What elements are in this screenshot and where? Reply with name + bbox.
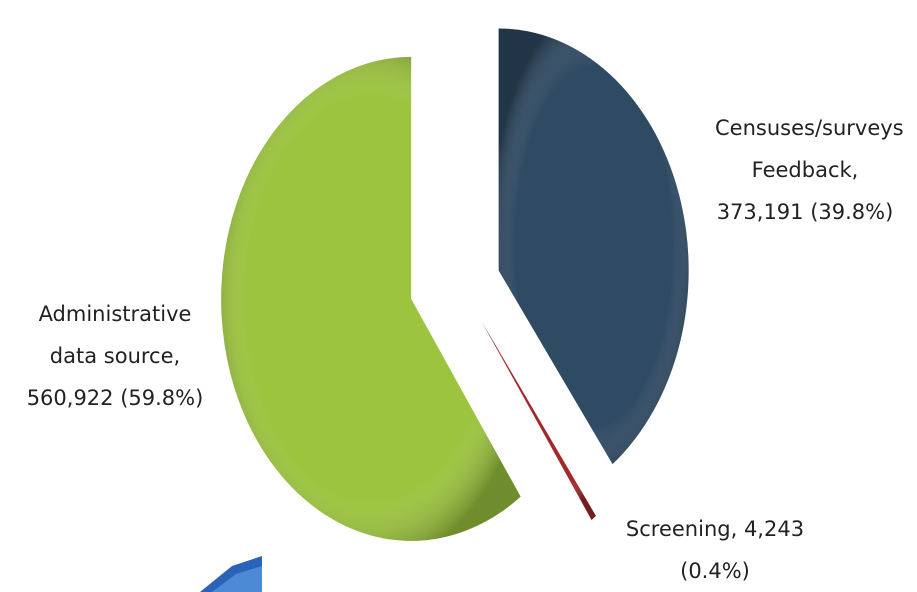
data-label: Censuses/surveys Feedback, 373,191 (39.8… bbox=[715, 116, 904, 224]
data-label: Screening, 4,243 (0.4%) bbox=[625, 517, 805, 583]
decoration bbox=[212, 566, 262, 592]
data-label: Administrative data source, 560,922 (59.… bbox=[26, 302, 204, 410]
pie-slice bbox=[221, 56, 521, 541]
pie-slice bbox=[498, 28, 689, 465]
